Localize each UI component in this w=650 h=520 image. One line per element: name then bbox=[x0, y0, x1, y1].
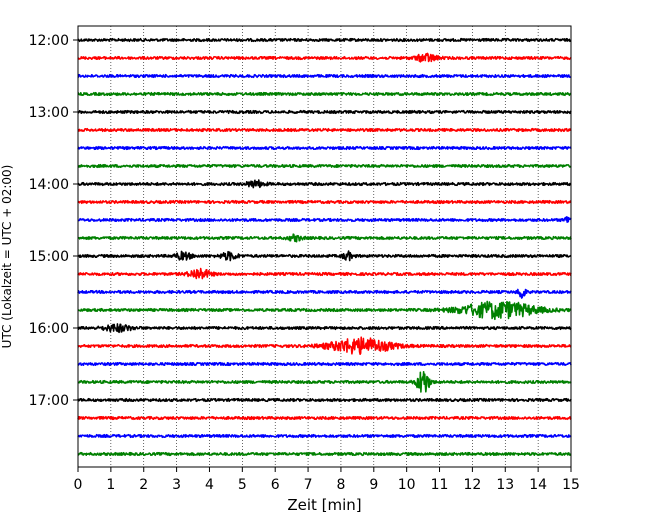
trace-1330 bbox=[77, 145, 572, 151]
trace-1300 bbox=[77, 109, 572, 115]
x-axis: 0 1 2 3 4 5 6 7 8 9 10 11 12 13 14 15 bbox=[74, 467, 580, 493]
x-tick-label: 14 bbox=[529, 477, 547, 493]
y-axis: 12:00 13:00 14:00 15:00 16:00 17:00 bbox=[29, 33, 78, 409]
trace-1630 bbox=[77, 361, 572, 367]
trace-1200 bbox=[77, 37, 572, 43]
x-tick-label: 8 bbox=[336, 477, 345, 493]
trace-1545 bbox=[77, 300, 572, 321]
x-tick-label: 9 bbox=[369, 477, 378, 493]
trace-1515 bbox=[77, 267, 572, 280]
y-tick-label: 15:00 bbox=[29, 249, 69, 265]
x-tick-label: 11 bbox=[431, 477, 449, 493]
trace-1245 bbox=[77, 91, 572, 97]
x-tick-label: 2 bbox=[139, 477, 148, 493]
trace-1430 bbox=[77, 216, 572, 224]
x-tick-label: 13 bbox=[496, 477, 514, 493]
x-tick-label: 5 bbox=[238, 477, 247, 493]
trace-1730 bbox=[77, 433, 572, 439]
x-tick-label: 6 bbox=[271, 477, 280, 493]
x-tick-label: 1 bbox=[106, 477, 115, 493]
y-tick-label: 12:00 bbox=[29, 33, 69, 49]
trace-1600 bbox=[77, 323, 572, 334]
y-tick-label: 17:00 bbox=[29, 393, 69, 409]
trace-1615 bbox=[77, 336, 572, 356]
trace-1315 bbox=[77, 127, 572, 133]
trace-1715 bbox=[77, 415, 572, 421]
x-tick-label: 3 bbox=[172, 477, 181, 493]
trace-1645 bbox=[77, 370, 572, 393]
y-axis-label: UTC (Lokalzeit = UTC + 02:00) bbox=[0, 165, 14, 349]
trace-1400 bbox=[77, 179, 572, 189]
x-axis-label: Zeit [min] bbox=[287, 496, 361, 514]
x-tick-label: 12 bbox=[463, 477, 481, 493]
y-tick-label: 13:00 bbox=[29, 105, 69, 121]
x-tick-label: 0 bbox=[74, 477, 83, 493]
trace-1230 bbox=[77, 73, 572, 79]
trace-1345 bbox=[77, 163, 572, 169]
x-tick-label: 4 bbox=[205, 477, 214, 493]
trace-1215 bbox=[77, 52, 572, 63]
y-tick-label: 16:00 bbox=[29, 321, 69, 337]
trace-1745 bbox=[77, 451, 572, 457]
x-tick-label: 10 bbox=[398, 477, 416, 493]
trace-1530 bbox=[77, 288, 572, 299]
trace-1445 bbox=[77, 233, 572, 243]
plot-frame bbox=[77, 25, 572, 468]
y-tick-label: 14:00 bbox=[29, 177, 69, 193]
trace-1415 bbox=[77, 199, 572, 205]
trace-group bbox=[77, 37, 572, 457]
trace-1700 bbox=[77, 397, 572, 403]
x-tick-label: 15 bbox=[562, 477, 580, 493]
trace-1500 bbox=[77, 250, 572, 262]
x-tick-label: 7 bbox=[304, 477, 313, 493]
